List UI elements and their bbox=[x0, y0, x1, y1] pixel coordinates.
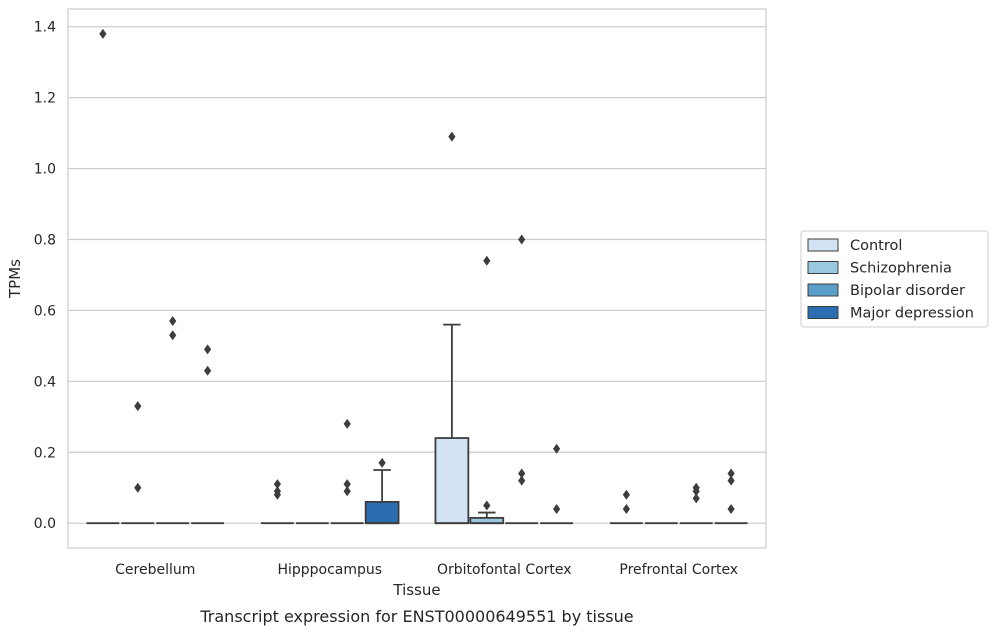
y-tick-label: 1.0 bbox=[34, 162, 56, 178]
gridlines bbox=[68, 26, 766, 524]
outlier-point bbox=[343, 479, 351, 490]
legend-items: Control Schizophrenia Bipolar disorder Majo… bbox=[807, 238, 974, 322]
legend-entry: Schizophrenia bbox=[807, 261, 952, 277]
outlier-point bbox=[518, 475, 526, 486]
outlier-point bbox=[727, 503, 735, 514]
outlier-point bbox=[134, 401, 142, 412]
outlier-point bbox=[483, 255, 491, 266]
box-group bbox=[156, 316, 190, 525]
box-group bbox=[364, 457, 400, 525]
legend-swatch bbox=[807, 283, 839, 297]
x-tick-label: Orbitofontal Cortex bbox=[437, 562, 572, 578]
legend-entry: Major depression bbox=[807, 306, 974, 322]
y-tick-label: 0.0 bbox=[34, 516, 56, 532]
legend-entry: Bipolar disorder bbox=[807, 283, 965, 299]
box bbox=[364, 501, 400, 525]
legend-swatch bbox=[807, 238, 839, 252]
y-tick-label: 0.8 bbox=[34, 232, 56, 248]
outlier-point bbox=[99, 28, 107, 39]
y-tick-label: 0.4 bbox=[34, 374, 56, 390]
box-group bbox=[540, 443, 574, 525]
legend-swatch bbox=[807, 261, 839, 274]
outlier-point bbox=[134, 482, 142, 493]
box-group bbox=[714, 468, 748, 525]
outlier-point bbox=[692, 493, 700, 504]
x-axis-label: Tissue bbox=[392, 581, 440, 599]
legend-label: Control bbox=[850, 238, 902, 254]
outlier-point bbox=[273, 486, 281, 497]
y-axis-label: TPMs bbox=[6, 259, 24, 299]
box bbox=[434, 437, 470, 525]
outlier-point bbox=[518, 234, 526, 245]
outlier-point bbox=[448, 131, 456, 142]
outlier-point bbox=[622, 489, 630, 500]
legend-entry: Control bbox=[807, 238, 902, 254]
outlier-point bbox=[518, 468, 526, 479]
box-group bbox=[609, 489, 643, 525]
outlier-point bbox=[204, 365, 212, 376]
box-group bbox=[505, 234, 539, 525]
box-group bbox=[260, 479, 294, 525]
x-tick-label: Hipppocampus bbox=[277, 562, 382, 578]
y-tick-label: 0.6 bbox=[34, 303, 56, 319]
outlier-point bbox=[622, 503, 630, 514]
chart-caption: Transcript expression for ENST0000064955… bbox=[199, 607, 633, 626]
box-group bbox=[434, 131, 470, 525]
outlier-point bbox=[483, 500, 491, 511]
box-group bbox=[86, 28, 120, 525]
box-group bbox=[330, 418, 364, 525]
y-tick-label: 1.2 bbox=[34, 91, 56, 107]
plot-frame bbox=[67, 8, 767, 549]
outlier-point bbox=[169, 316, 177, 327]
outlier-point bbox=[273, 479, 281, 490]
y-tick-labels: 0.0 0.2 0.4 0.6 0.8 1.0 1.2 1.4 bbox=[34, 20, 56, 532]
legend-frame bbox=[800, 230, 989, 328]
box-group bbox=[679, 482, 713, 525]
outlier-point bbox=[378, 457, 386, 468]
outlier-point bbox=[343, 486, 351, 497]
outlier-point bbox=[343, 418, 351, 429]
box-group bbox=[121, 401, 155, 525]
box-group bbox=[191, 344, 225, 525]
outlier-point bbox=[204, 344, 212, 355]
outlier-point bbox=[169, 330, 177, 341]
box-group bbox=[469, 255, 505, 525]
x-tick-labels: Cerebellum Hipppocampus Orbitofontal Corte… bbox=[115, 562, 738, 578]
x-tick-label: Cerebellum bbox=[115, 562, 195, 578]
legend-label: Major depression bbox=[850, 306, 974, 322]
legend-label: Schizophrenia bbox=[850, 261, 952, 277]
outlier-point bbox=[727, 468, 735, 479]
outlier-point bbox=[692, 482, 700, 493]
y-tick-label: 0.2 bbox=[34, 445, 56, 461]
x-tick-label: Prefrontal Cortex bbox=[619, 562, 738, 578]
outlier-point bbox=[553, 503, 561, 514]
legend-swatch bbox=[807, 306, 839, 319]
box-series bbox=[86, 28, 748, 525]
y-tick-label: 1.4 bbox=[34, 20, 56, 36]
legend: Control Schizophrenia Bipolar disorder Majo… bbox=[800, 230, 989, 328]
outlier-point bbox=[553, 443, 561, 454]
outlier-point bbox=[727, 475, 735, 486]
legend-label: Bipolar disorder bbox=[850, 283, 965, 299]
